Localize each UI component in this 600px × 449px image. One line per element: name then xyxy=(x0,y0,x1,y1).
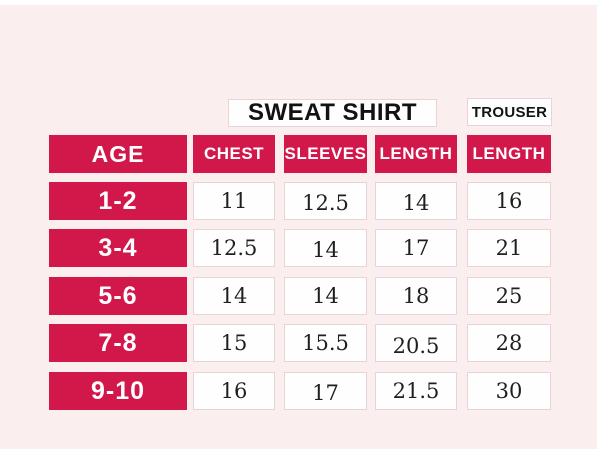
chest-column-header: CHEST xyxy=(193,135,275,173)
size-value-cell: 21 xyxy=(467,229,551,267)
size-value-cell: 12.5 xyxy=(284,182,367,220)
size-value-cell: 16 xyxy=(467,182,551,220)
size-value-cell: 18 xyxy=(375,277,457,315)
age-row-label: 9-10 xyxy=(49,372,187,410)
size-value-cell: 14 xyxy=(193,277,275,315)
size-value-cell: 16 xyxy=(193,372,275,410)
sweatshirt-section-label: SWEAT SHIRT xyxy=(228,99,437,127)
sweatshirt-length-column-header: LENGTH xyxy=(375,135,457,173)
size-value-cell: 12.5 xyxy=(193,229,275,267)
size-value-cell: 28 xyxy=(467,324,551,362)
photo-edge-right xyxy=(597,0,600,449)
age-row-label: 1-2 xyxy=(49,182,187,220)
age-row-label: 7-8 xyxy=(49,324,187,362)
size-value-cell: 15 xyxy=(193,324,275,362)
age-row-label: 5-6 xyxy=(49,277,187,315)
age-column-header: AGE xyxy=(49,135,187,173)
size-value-cell: 11 xyxy=(193,182,275,220)
photo-edge-top xyxy=(0,0,600,5)
size-value-cell: 17 xyxy=(375,229,457,267)
trouser-section-label: TROUSER xyxy=(467,98,552,126)
size-value-cell: 21.5 xyxy=(375,372,457,410)
size-value-cell: 17 xyxy=(284,372,367,410)
size-value-cell: 14 xyxy=(284,277,367,315)
size-value-cell: 14 xyxy=(284,229,367,267)
size-value-cell: 15.5 xyxy=(284,324,367,362)
trouser-length-column-header: LENGTH xyxy=(467,135,551,173)
size-value-cell: 25 xyxy=(467,277,551,315)
size-value-cell: 20.5 xyxy=(375,324,457,362)
size-value-cell: 30 xyxy=(467,372,551,410)
sleeves-column-header: SLEEVES xyxy=(284,135,367,173)
size-value-cell: 14 xyxy=(375,182,457,220)
age-row-label: 3-4 xyxy=(49,229,187,267)
